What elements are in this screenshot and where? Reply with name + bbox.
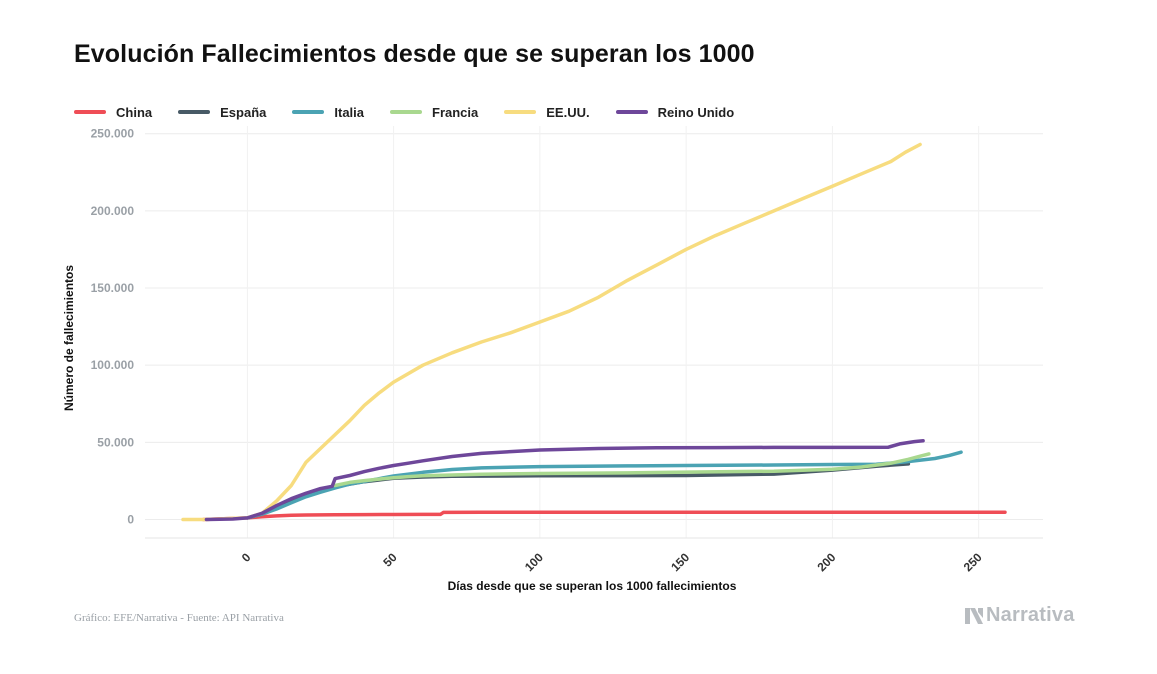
chart-legend: China España Italia Francia EE.UU. Reino… [74,102,760,122]
y-tick-label: 50.000 [97,435,134,449]
legend-swatch-reino-unido [615,110,648,114]
legend-item-francia[interactable]: Francia [390,105,478,120]
x-axis-ticks: 0 50 100 150 200 250 [239,550,985,574]
x-tick-label: 200 [814,550,838,574]
legend-item-reino-unido[interactable]: Reino Unido [615,104,735,120]
narrativa-logo: Narrativa [964,604,1075,627]
series-line-china [201,510,1007,522]
narrativa-logo-icon [965,607,983,624]
y-axis-title: Número de fallecimientos [62,265,76,411]
x-tick-label: 100 [522,550,546,574]
legend-label-reino-unido: Reino Unido [657,104,735,120]
y-tick-label: 250.000 [91,127,135,141]
legend-label-italia: Italia [334,104,364,120]
legend-item-italia[interactable]: Italia [292,105,364,120]
legend-label-espana: España [220,104,267,120]
chart-title: Evolución Fallecimientos desde que se su… [74,40,755,68]
legend-item-china[interactable]: China [74,105,152,120]
chart-series-lines [181,142,1007,522]
series-line-francia [333,452,931,488]
legend-label-eeuu: EE.UU. [546,104,590,120]
series-line-ee-uu [181,142,922,522]
legend-swatch-francia [390,110,422,114]
chart-source: Gráfico: EFE/Narrativa - Fuente: API Nar… [74,612,284,624]
x-tick-label: 250 [961,550,985,574]
y-tick-label: 150.000 [91,281,135,295]
x-tick-label: 150 [668,550,692,574]
legend-item-eeuu[interactable]: EE.UU. [504,104,590,120]
y-tick-label: 200.000 [91,204,135,218]
narrativa-logo-text: Narrativa [986,604,1075,626]
legend-swatch-eeuu [504,110,537,114]
chart-gridlines [145,126,1043,539]
legend-item-espana[interactable]: España [178,105,266,120]
y-tick-label: 0 [127,512,134,526]
x-axis-title: Días desde que se superan los 1000 falle… [448,579,737,593]
x-tick-label: 0 [239,550,254,565]
legend-swatch-china [74,110,106,114]
y-axis-ticks: 0 50.000 100.000 150.000 200.000 250.000 [91,127,135,527]
legend-label-francia: Francia [432,104,479,120]
legend-swatch-espana [178,110,211,114]
y-tick-label: 100.000 [91,358,135,372]
legend-swatch-italia [292,110,325,114]
legend-label-china: China [116,104,153,120]
series-line-reino-unido [204,439,925,522]
x-tick-label: 50 [380,550,400,570]
